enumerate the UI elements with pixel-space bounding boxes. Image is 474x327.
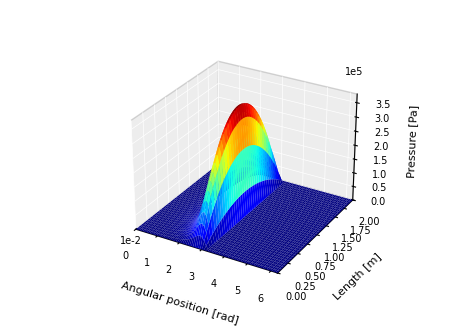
Text: 1e-2: 1e-2: [119, 236, 141, 246]
X-axis label: Angular position [rad]: Angular position [rad]: [120, 281, 240, 326]
Y-axis label: Length [m]: Length [m]: [332, 252, 383, 302]
Text: 1e5: 1e5: [346, 67, 364, 77]
